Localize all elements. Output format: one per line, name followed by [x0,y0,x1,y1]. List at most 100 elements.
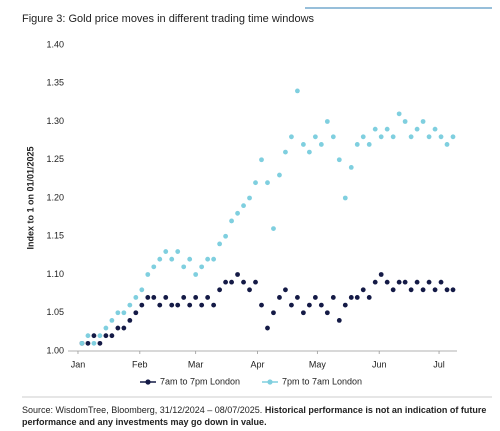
data-point [163,249,169,254]
data-point [330,295,336,300]
data-point [438,279,444,285]
data-point [247,287,252,293]
data-point [175,302,181,308]
data-point [438,134,444,140]
data-point [157,256,163,262]
data-point [444,142,450,147]
data-point [426,134,432,140]
data-point [223,233,228,239]
data-point [432,126,438,132]
data-point [235,210,240,216]
y-tick-label: 1.00 [46,345,64,355]
data-point [85,340,91,346]
data-point [384,126,390,132]
data-point [91,340,97,346]
data-point [253,279,258,285]
data-point [396,279,402,285]
data-point [306,302,312,308]
data-point [277,172,282,178]
data-point [79,340,85,346]
legend-marker [267,379,273,385]
data-point [289,302,294,308]
data-point [139,302,145,308]
data-point [151,264,157,270]
chart-title: Figure 3: Gold price moves in different … [22,13,315,25]
y-tick-label: 1.20 [46,192,64,202]
data-point [283,149,288,155]
data-point [121,310,127,316]
data-point [169,302,175,308]
data-point [360,287,366,293]
data-point [271,226,276,232]
x-tick-label: Jul [433,359,445,369]
x-tick-label: Feb [132,359,148,369]
data-point [223,279,228,285]
data-point [324,310,330,316]
data-point [229,218,234,224]
data-point [253,180,258,186]
data-point [450,134,456,140]
data-point [408,134,414,140]
data-point [217,241,223,247]
data-point [175,249,181,254]
data-point [277,295,282,300]
data-point [306,149,312,155]
data-point [259,302,264,308]
data-point [205,256,211,262]
data-point [396,111,402,117]
data-point [402,119,408,124]
data-point [133,295,139,300]
data-point [312,134,318,140]
data-point [97,333,103,339]
data-point [247,195,252,201]
data-point [366,295,372,300]
data-point [145,295,151,300]
x-tick-label: May [309,359,327,369]
x-tick-label: Jan [71,359,86,369]
data-point [109,318,115,323]
data-point [157,302,163,308]
y-tick-label: 1.25 [46,154,64,164]
data-point [324,119,330,124]
data-point [414,279,420,285]
y-tick-label: 1.05 [46,307,64,317]
data-point [342,302,348,308]
data-point [103,325,109,331]
data-point [330,134,336,140]
data-point [342,195,348,201]
data-point [378,134,384,140]
data-point [193,295,199,300]
data-point [408,287,414,293]
data-point [169,256,175,262]
data-point [312,295,318,300]
y-tick-label: 1.40 [46,39,64,49]
data-point [360,134,366,140]
data-point [372,279,378,285]
data-point [265,180,270,186]
data-point [127,302,133,308]
chart: Figure 3: Gold price moves in different … [22,7,492,398]
data-point [271,310,276,316]
data-point [199,264,205,270]
data-point [127,318,133,323]
data-point [414,126,420,132]
data-point [241,203,246,209]
data-point [336,157,342,163]
data-point [300,142,306,147]
data-point [115,325,121,331]
data-point [420,287,426,293]
data-point [109,333,115,339]
data-point [300,310,306,316]
data-point [121,325,127,331]
data-point [217,287,223,293]
data-point [145,272,151,277]
data-point [241,279,246,285]
data-point [283,287,288,293]
data-point [402,279,408,285]
data-point [378,272,384,277]
y-tick-label: 1.15 [46,231,64,241]
data-point [91,333,97,339]
data-point [139,287,145,293]
y-tick-label: 1.10 [46,269,64,279]
